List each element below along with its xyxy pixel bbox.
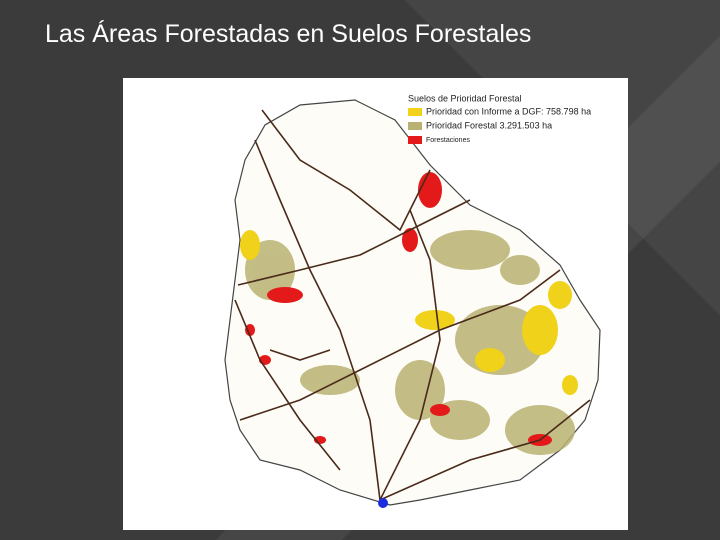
forested-areas xyxy=(245,172,552,446)
legend-swatch xyxy=(408,122,422,130)
legend-title: Suelos de Prioridad Forestal xyxy=(408,93,522,103)
priority-dgf-areas xyxy=(240,230,578,395)
map-drawing: Suelos de Prioridad Forestal Prioridad c… xyxy=(224,93,601,508)
map: Suelos de Prioridad Forestal Prioridad c… xyxy=(123,78,628,530)
slide-title: Las Áreas Forestadas en Suelos Forestale… xyxy=(45,20,532,48)
legend-swatch xyxy=(408,136,422,144)
legend-label: Prioridad con Informe a DGF: 758.798 ha xyxy=(426,106,591,116)
capital xyxy=(378,498,388,508)
legend-swatch xyxy=(408,108,422,116)
legend-label: Prioridad Forestal 3.291.503 ha xyxy=(426,120,552,130)
priority-forest-areas xyxy=(245,230,575,455)
legend-label: Forestaciones xyxy=(426,137,470,144)
roads xyxy=(234,109,591,501)
country-outline xyxy=(224,99,601,506)
